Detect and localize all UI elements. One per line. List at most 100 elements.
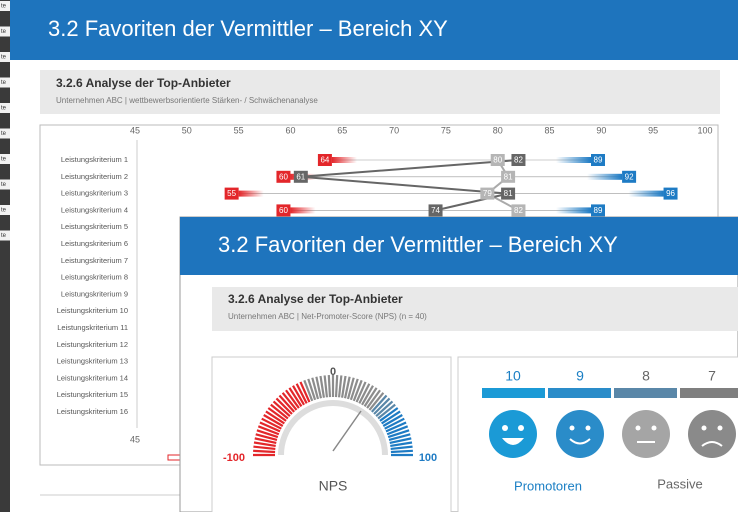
score-label: 7	[708, 368, 716, 384]
dark-box	[428, 204, 443, 217]
max-gradient	[587, 173, 623, 180]
axis-tick-label: 70	[389, 125, 399, 135]
axis-tick-label: 85	[545, 125, 555, 135]
tab	[0, 154, 10, 164]
gauge-tick	[370, 394, 388, 413]
gauge-tick	[292, 385, 305, 406]
score-bar	[614, 388, 677, 398]
left-strip	[0, 0, 10, 512]
dark-line	[300, 159, 519, 212]
row-label: Leistungskriterium 13	[57, 357, 128, 366]
row-label: Leistungskriterium 3	[61, 189, 128, 198]
axis-tick-label: 60	[285, 125, 295, 135]
tab	[0, 1, 10, 11]
gauge-inner	[278, 400, 388, 456]
section-subtitle: Unternehmen ABC | Net-Promoter-Score (NP…	[228, 312, 427, 321]
light-box	[511, 204, 526, 217]
score-bar	[482, 388, 545, 398]
gauge-tick	[253, 445, 276, 451]
axis-tick-label: 45	[130, 125, 140, 135]
section-subtitle: Unternehmen ABC | wettbewerbsorientierte…	[56, 96, 318, 105]
tab	[0, 52, 10, 62]
gauge-tick	[358, 383, 371, 404]
light-box	[501, 170, 516, 183]
gauge-tick	[385, 421, 407, 433]
max-label: 92	[625, 172, 634, 181]
tab	[0, 205, 10, 215]
gauge-tick	[386, 425, 409, 436]
gauge-tick	[261, 417, 282, 430]
tab-label: te	[1, 208, 7, 214]
gauge-tick	[307, 378, 317, 401]
gauge-tick	[288, 387, 303, 407]
tab-label: te	[1, 55, 7, 61]
gauge-tick	[377, 403, 396, 420]
score-label: 10	[505, 368, 521, 384]
gauge-tick	[375, 400, 394, 418]
max-label: 96	[666, 189, 675, 198]
max-gradient	[628, 190, 664, 197]
min-box	[317, 154, 332, 166]
row-label: Leistungskriterium 5	[61, 222, 128, 231]
max-box	[591, 154, 605, 166]
gauge-min: -100	[223, 452, 245, 464]
max-box	[622, 170, 637, 183]
section-box	[212, 287, 738, 331]
max-label: 89	[594, 206, 603, 215]
gauge-tick	[346, 377, 355, 400]
gauge-mid: 0	[330, 366, 336, 378]
dark-label: 74	[431, 206, 440, 215]
section-box	[40, 70, 720, 114]
gauge-tick	[254, 437, 277, 445]
light-label: 79	[483, 189, 492, 198]
gauge-tick	[263, 414, 284, 427]
gauge-tick	[299, 381, 311, 403]
tab-label: te	[1, 131, 7, 137]
axis-tick-label: 55	[234, 125, 244, 135]
axis-tick-label: 75	[441, 125, 451, 135]
tab	[0, 179, 10, 190]
gauge-tick	[352, 379, 363, 402]
max-label: 89	[594, 156, 603, 165]
group-label: Passive	[657, 476, 703, 491]
axis-tick-label: 95	[648, 125, 658, 135]
gauge-tick	[340, 375, 347, 398]
tab	[0, 26, 10, 37]
score-label: 9	[576, 368, 584, 384]
axis-tick-label: 65	[337, 125, 347, 135]
row-label: Leistungskriterium 16	[57, 407, 128, 416]
light-label: 81	[504, 172, 513, 181]
section-title: 3.2.6 Analyse der Top-Anbieter	[228, 292, 403, 306]
gauge-tick	[366, 389, 381, 409]
gauge-tick	[381, 410, 401, 425]
gauge-tick	[319, 375, 326, 398]
axis-tick-label: 45	[130, 434, 140, 444]
dark-box	[511, 154, 526, 166]
gauge-tick	[388, 433, 411, 442]
axis-tick-label: 90	[596, 125, 606, 135]
title-bar	[10, 0, 738, 60]
gauge-tick	[390, 441, 413, 448]
row-label: Leistungskriterium 4	[61, 205, 128, 214]
tab-label: te	[1, 157, 7, 163]
dark-box	[501, 187, 516, 200]
score-label: 8	[642, 368, 650, 384]
light-box	[480, 187, 495, 200]
gauge-tick	[327, 375, 332, 398]
row-label: Leistungskriterium 1	[61, 155, 128, 164]
gauge-tick	[272, 400, 291, 418]
row-label: Leistungskriterium 12	[57, 340, 128, 349]
gauge-tick	[257, 425, 280, 436]
gauge-tick	[270, 403, 289, 420]
min-gradient	[331, 157, 357, 163]
gauge-needle	[332, 410, 362, 452]
min-label: 55	[227, 189, 236, 198]
tab-label: te	[1, 233, 7, 239]
gauge-tick	[379, 407, 399, 422]
face-smile	[556, 410, 604, 458]
gauge-tick	[259, 421, 281, 433]
gauge-tick	[265, 410, 285, 425]
row-label: Leistungskriterium 10	[57, 306, 128, 315]
light-line	[485, 159, 519, 212]
group-label: Promotoren	[514, 478, 582, 493]
